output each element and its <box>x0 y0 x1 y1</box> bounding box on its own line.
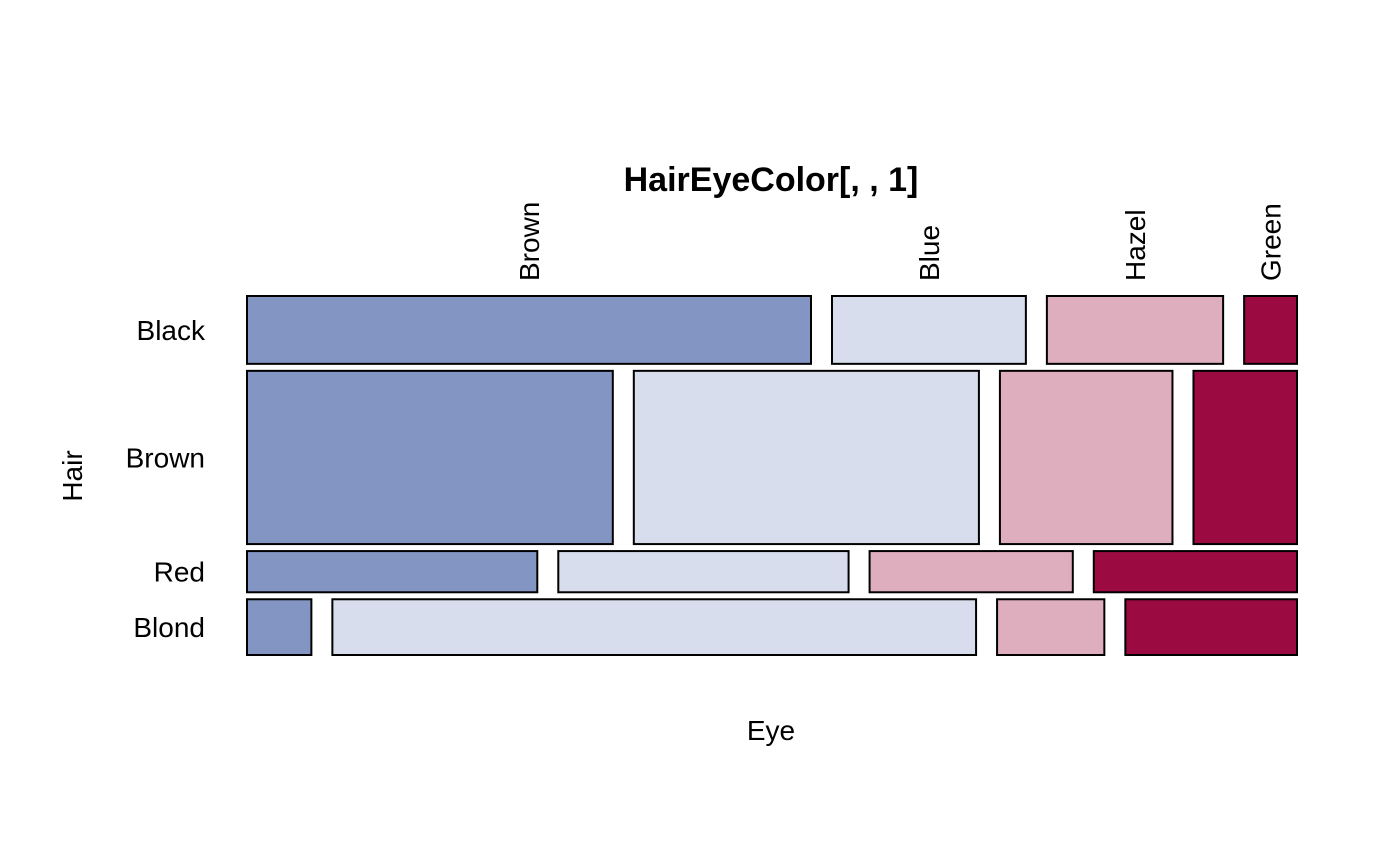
mosaic-cell-black-brown <box>246 295 812 365</box>
row-labels: Black Brown Red Blond <box>126 315 206 643</box>
mosaic-cell-blond-hazel <box>996 598 1106 657</box>
y-axis-label: Hair <box>57 450 88 501</box>
mosaic-cell-blond-brown <box>246 598 313 657</box>
mosaic-cell-red-hazel <box>868 550 1074 594</box>
column-label-brown: Brown <box>514 202 545 281</box>
column-label-hazel: Hazel <box>1120 209 1151 281</box>
x-axis-label: Eye <box>747 715 795 746</box>
row-label-red: Red <box>154 557 205 588</box>
mosaic-cell-black-blue <box>831 295 1027 365</box>
mosaic-cell-black-hazel <box>1045 295 1225 365</box>
mosaic-cell-blond-green <box>1124 598 1298 657</box>
row-label-black: Black <box>137 315 206 346</box>
column-labels: Brown Blue Hazel Green <box>514 202 1287 281</box>
chart-title: HairEyeColor[, , 1] <box>624 161 919 199</box>
mosaic-cell-brown-brown <box>246 369 614 546</box>
mosaic-cell-brown-blue <box>632 369 980 546</box>
column-label-green: Green <box>1256 203 1287 281</box>
column-label-blue: Blue <box>914 225 945 281</box>
mosaic-cell-red-blue <box>557 550 850 594</box>
row-label-blond: Blond <box>133 612 205 643</box>
mosaic-cell-brown-hazel <box>998 369 1174 546</box>
mosaic-cell-black-green <box>1243 295 1299 365</box>
mosaic-cell-brown-green <box>1192 369 1298 546</box>
mosaic-cell-blond-blue <box>331 598 978 657</box>
mosaic-cells <box>246 295 1299 657</box>
mosaic-cell-red-brown <box>246 550 539 594</box>
row-label-brown: Brown <box>126 442 205 473</box>
mosaic-cell-red-green <box>1092 550 1299 594</box>
